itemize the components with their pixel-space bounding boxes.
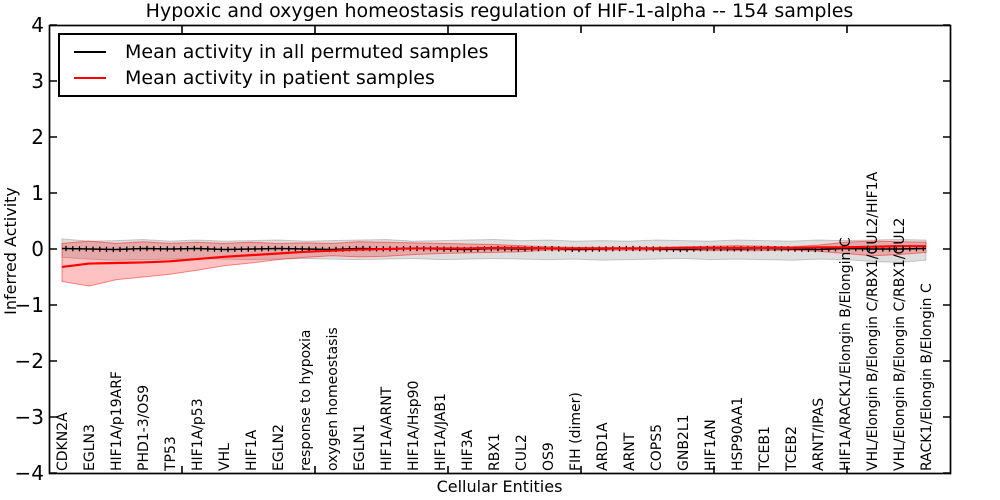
x-tick-label: TCEB2: [784, 426, 800, 472]
patient-mean-line: [61, 245, 926, 269]
x-tick-label: ARD1A: [595, 422, 611, 471]
x-tick-label: HSP90AA1: [730, 397, 746, 471]
x-tick-label: ARNT: [622, 432, 638, 471]
y-tick-label: 4: [31, 13, 44, 37]
x-tick-label: OS9: [541, 442, 557, 471]
permuted-band: [61, 238, 927, 263]
legend-label-patient: Mean activity in patient samples: [125, 67, 435, 89]
x-tick-label: FIH (dimer): [568, 392, 584, 471]
chart-title: Hypoxic and oxygen homeostasis regulatio…: [145, 0, 854, 22]
x-tick-label: HIF1A/Hsp90: [406, 381, 422, 471]
x-tick-label: HIF1A: [244, 429, 260, 471]
y-tick-label: 0: [31, 237, 44, 261]
x-tick-label: HIF1AN: [703, 419, 719, 471]
x-tick-label: HIF1A/p19ARF: [109, 371, 125, 471]
x-tick-label: COPS5: [649, 424, 665, 471]
x-tick-label: VHL/Elongin B/Elongin C/RBX1/CUL2/HIF1A: [865, 171, 881, 471]
axes-border: [48, 24, 952, 475]
x-tick-label: response to hypoxia: [298, 330, 314, 471]
y-tick-label: −2: [14, 349, 44, 373]
x-tick-label: HIF1A/JAB1: [433, 393, 449, 471]
x-tick-label: EGLN1: [352, 424, 368, 471]
x-tick-label: TP53: [163, 436, 179, 472]
x-tick-label: PHD1-3/OS9: [136, 385, 152, 471]
x-tick-label: EGLN3: [82, 424, 98, 471]
x-tick-label: RACK1/Elongin B/Elongin C: [919, 283, 935, 471]
x-tick-label: HIF3A: [460, 429, 476, 471]
x-tick-label: HIF1A/ARNT: [379, 386, 395, 471]
patient-band: [61, 240, 927, 287]
y-tick-label: 3: [31, 69, 44, 93]
y-tick-label: 2: [31, 125, 44, 149]
y-tick-label: −3: [14, 405, 44, 429]
legend-item-patient: Mean activity in patient samples: [74, 67, 515, 89]
y-tick-label: 1: [31, 181, 44, 205]
legend-label-permuted: Mean activity in all permuted samples: [125, 41, 489, 63]
x-tick-label: HIF1A/RACK1/Elongin B/Elongin C: [838, 237, 854, 471]
x-tick-label: HIF1A/p53: [190, 398, 206, 471]
x-tick-label: TCEB1: [757, 426, 773, 472]
x-tick-label: CUL2: [514, 434, 530, 471]
x-axis-label: Cellular Entities: [436, 477, 563, 496]
legend: Mean activity in all permuted samples Me…: [58, 33, 517, 97]
x-tick-label: CDKN2A: [55, 412, 71, 471]
x-tick-label: EGLN2: [271, 424, 287, 471]
legend-item-permuted: Mean activity in all permuted samples: [74, 41, 515, 63]
permuted-line-sample-icon: [74, 51, 106, 53]
x-tick-label: VHL/Elongin B/Elongin C/RBX1/CUL2: [892, 218, 908, 471]
axis-ticks: [50, 24, 950, 474]
x-tick-label: GNB2L1: [676, 414, 692, 471]
x-tick-label: RBX1: [487, 433, 503, 471]
x-tick-label: ARNT/IPAS: [811, 398, 827, 471]
x-tick-label: VHL: [217, 443, 233, 471]
y-tick-label: −4: [14, 461, 44, 485]
y-tick-label: −1: [14, 293, 44, 317]
patient-line-sample-icon: [74, 77, 106, 79]
x-tick-label: oxygen homeostasis: [325, 327, 341, 471]
